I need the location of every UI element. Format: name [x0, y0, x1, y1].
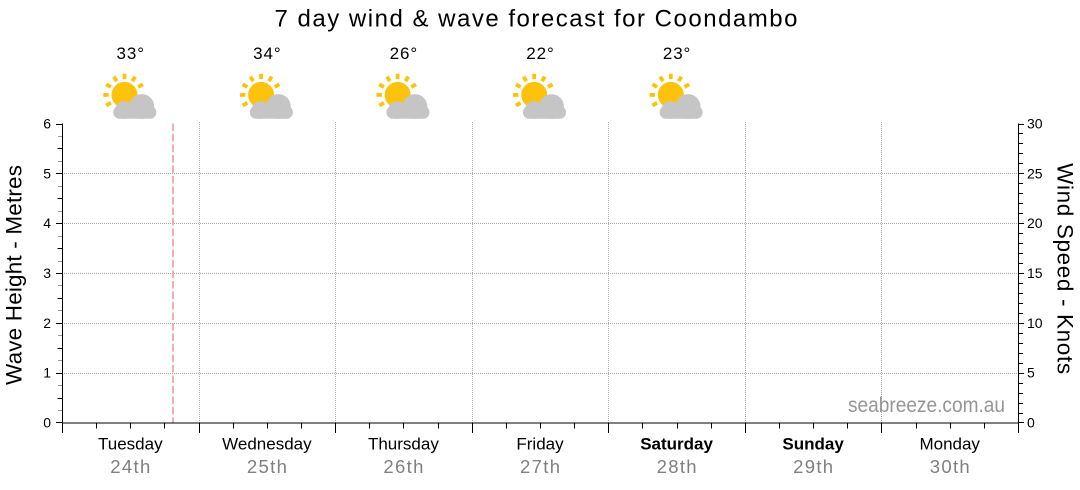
svg-text:30th: 30th	[930, 456, 970, 477]
svg-text:Sunday: Sunday	[782, 435, 844, 454]
svg-text:7 day wind & wave forecast for: 7 day wind & wave forecast for Coondambo	[275, 6, 798, 33]
svg-text:23°: 23°	[663, 44, 691, 63]
svg-text:Thursday: Thursday	[368, 435, 439, 454]
svg-text:6: 6	[43, 116, 51, 132]
svg-text:26°: 26°	[390, 44, 418, 63]
svg-text:28th: 28th	[657, 456, 697, 477]
svg-text:Wednesday: Wednesday	[222, 435, 312, 454]
svg-text:27th: 27th	[520, 456, 560, 477]
svg-text:10: 10	[1027, 315, 1043, 331]
svg-text:Wind Speed - Knots: Wind Speed - Knots	[1052, 163, 1077, 374]
svg-text:Friday: Friday	[516, 435, 564, 454]
svg-text:Tuesday: Tuesday	[98, 435, 163, 454]
svg-text:1: 1	[43, 365, 51, 381]
svg-text:Saturday: Saturday	[640, 435, 713, 454]
svg-text:4: 4	[43, 215, 51, 231]
svg-text:24th: 24th	[110, 456, 150, 477]
svg-text:5: 5	[43, 165, 51, 181]
svg-text:25th: 25th	[247, 456, 287, 477]
svg-text:Monday: Monday	[919, 435, 980, 454]
svg-text:20: 20	[1027, 215, 1043, 231]
svg-text:22°: 22°	[526, 44, 554, 63]
svg-text:2: 2	[43, 315, 51, 331]
svg-text:0: 0	[1027, 415, 1035, 431]
svg-text:3: 3	[43, 265, 51, 281]
svg-text:29th: 29th	[793, 456, 833, 477]
svg-text:seabreeze.com.au: seabreeze.com.au	[848, 394, 1005, 417]
svg-text:30: 30	[1027, 116, 1043, 132]
svg-text:34°: 34°	[253, 44, 281, 63]
svg-text:25: 25	[1027, 165, 1043, 181]
svg-text:26th: 26th	[383, 456, 423, 477]
svg-text:0: 0	[43, 415, 51, 431]
svg-text:33°: 33°	[117, 44, 145, 63]
svg-text:5: 5	[1027, 365, 1035, 381]
svg-text:Wave Height - Metres: Wave Height - Metres	[1, 165, 26, 385]
svg-text:15: 15	[1027, 265, 1043, 281]
